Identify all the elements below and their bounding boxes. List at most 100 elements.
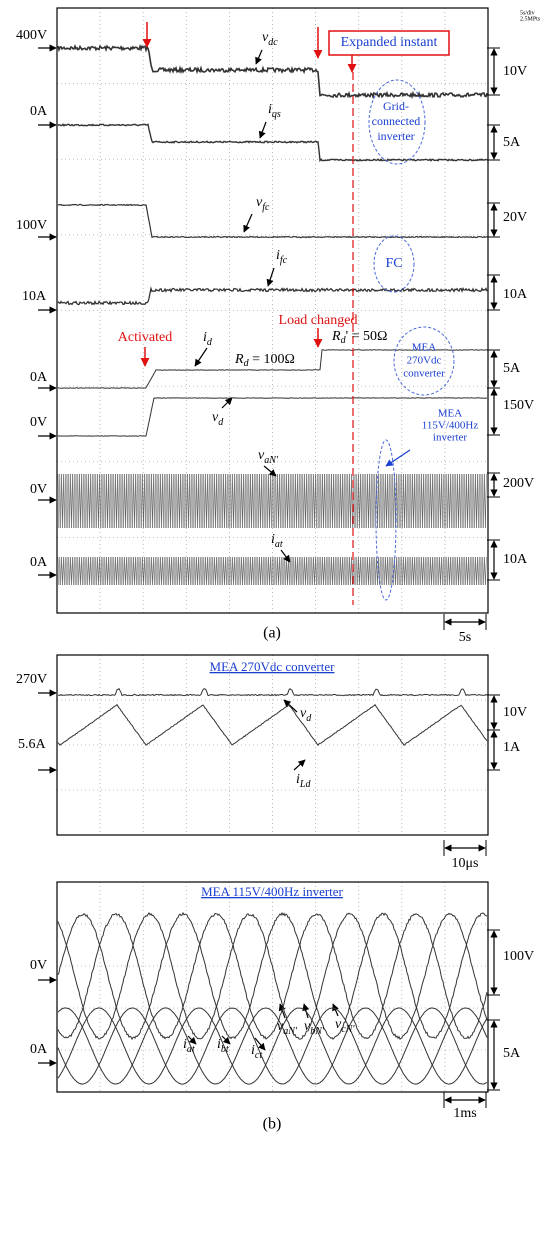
scale-label: 5A — [503, 361, 521, 376]
signal-label: id — [203, 330, 213, 348]
waveform — [57, 1007, 488, 1085]
load-changed-label: Load changed — [279, 313, 358, 328]
level-label: 0A — [30, 1042, 48, 1057]
group-ellipse — [368, 79, 426, 165]
scale-label: 10A — [503, 552, 528, 567]
level-label: 0V — [30, 415, 47, 430]
level-label: 10A — [22, 289, 47, 304]
frame — [56, 881, 489, 1093]
signal-label: vaN' — [258, 448, 279, 466]
group-labels: Grid- connected inverter FC MEA 270Vdc c… — [372, 99, 479, 444]
scale-label: 5A — [503, 135, 521, 150]
level-label: 0A — [30, 555, 48, 570]
signal-label: iLd — [296, 772, 311, 790]
group-label: inverter — [433, 432, 468, 444]
waveform — [57, 349, 488, 389]
waveform — [57, 397, 488, 437]
scale-label: 150V — [503, 398, 534, 413]
arrow — [332, 1003, 339, 1017]
time-scale: 5s — [459, 630, 471, 645]
time-scale: 10μs — [452, 856, 479, 871]
level-label: 100V — [16, 218, 47, 233]
scale-label: 100V — [503, 949, 534, 964]
level-label: 270V — [16, 672, 47, 687]
group-label: connected — [372, 114, 421, 128]
arrow — [263, 465, 277, 477]
group-label: MEA — [412, 342, 437, 354]
arrow — [258, 121, 267, 139]
level-label: 0V — [30, 958, 47, 973]
signal-label: ict — [251, 1043, 262, 1061]
group-label: Grid- — [383, 99, 409, 113]
scale-label: 10V — [503, 64, 527, 79]
waveform — [57, 703, 488, 747]
signal-label: ibt — [217, 1037, 229, 1055]
panel-title: MEA 270Vdc converter — [210, 659, 336, 674]
waveform — [57, 1007, 488, 1085]
arrow — [221, 1035, 231, 1045]
level-label: 0A — [30, 104, 48, 119]
waveform — [57, 912, 488, 1040]
signal-label: vcN' — [335, 1017, 355, 1035]
arrow — [187, 1035, 197, 1045]
waveform — [57, 203, 488, 239]
scale-label: 10A — [503, 287, 528, 302]
arrow — [194, 347, 208, 367]
scale-label: 20V — [503, 210, 527, 225]
expanded-instant: Expanded instant — [341, 35, 438, 50]
scope-info: 5s/div — [520, 10, 535, 16]
signal-label: vaN' — [277, 1019, 298, 1037]
panel-title: MEA 115V/400Hz inverter — [201, 884, 343, 899]
signal-label: vd — [212, 410, 224, 428]
arrow — [266, 267, 275, 287]
waveform — [58, 687, 488, 697]
group-label: 115V/400Hz — [422, 420, 479, 432]
arrow — [243, 213, 253, 233]
level-label: 0A — [30, 370, 48, 385]
signal-label: iat — [271, 532, 283, 550]
frame — [56, 654, 489, 836]
waveform — [57, 286, 488, 306]
signal-label: iat — [183, 1037, 195, 1055]
group-ellipse — [373, 235, 415, 293]
group-label: inverter — [377, 129, 414, 143]
arrow — [385, 449, 411, 467]
scale-label: 200V — [503, 476, 534, 491]
arrow — [254, 1037, 266, 1051]
waveform — [57, 123, 488, 163]
scale-label: 10V — [503, 705, 527, 720]
waveform — [57, 911, 488, 1041]
waveform — [57, 911, 488, 1040]
group-label: converter — [403, 368, 445, 380]
arrow — [255, 49, 263, 65]
scope-info: 2.5MPts — [520, 16, 541, 22]
level-label: 5.6A — [18, 737, 47, 752]
group-label: 270Vdc — [407, 355, 442, 367]
caption: (b) — [263, 1116, 282, 1133]
arrow — [278, 1003, 286, 1019]
signal-label: vbN' — [304, 1019, 325, 1037]
group-ellipse — [375, 439, 397, 601]
arrow — [293, 759, 306, 771]
signal-label: vdc — [262, 30, 278, 48]
group-ellipse — [393, 326, 455, 396]
arrow — [283, 699, 298, 713]
time-scale: 1ms — [453, 1106, 476, 1121]
right-scales-a: 10V 5A 20V 10A 5A 150V 200V 10A — [503, 64, 534, 567]
scale-label: 5A — [503, 1046, 521, 1061]
activated-label: Activated — [118, 330, 172, 345]
signal-label: ifc — [276, 248, 288, 266]
level-label: 400V — [16, 28, 47, 43]
left-labels-a: 400V 0A 100V 10A 0A 0V 0V 0A — [16, 28, 48, 570]
signal-label: vfc — [256, 195, 270, 213]
load-before: Rd = 100Ω — [234, 352, 295, 369]
arrow — [221, 397, 233, 409]
group-label: MEA — [438, 408, 463, 420]
load-after: Rd' = 50Ω — [331, 329, 387, 346]
scale-label: 1A — [503, 740, 521, 755]
signal-label: iqs — [268, 102, 281, 120]
signal-labels-a: vdc iqs vfc ifc id vd vaN' iat — [203, 30, 288, 550]
caption: (a) — [263, 625, 281, 642]
waveform-band — [57, 556, 487, 586]
